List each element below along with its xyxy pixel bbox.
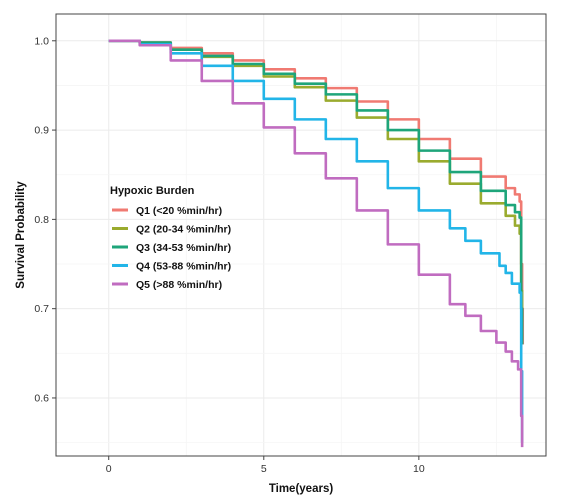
legend-label-q5: Q5 (>88 %min/hr) xyxy=(136,279,222,291)
legend-label-q2: Q2 (20-34 %min/hr) xyxy=(136,224,231,236)
y-tick-label: 0.7 xyxy=(34,303,49,315)
y-axis-title: Survival Probability xyxy=(15,181,27,289)
series-line-q3 xyxy=(108,39,524,345)
x-tick-label: 10 xyxy=(413,463,425,475)
y-tick-label: 0.6 xyxy=(34,392,49,404)
series-lines xyxy=(108,39,525,448)
axes: 0 5 10 0.6 0.7 0.8 0.9 1.0 xyxy=(34,35,424,475)
x-tick-label: 5 xyxy=(261,463,267,475)
legend-label-q3: Q3 (34-53 %min/hr) xyxy=(136,242,231,254)
series-line-q5 xyxy=(108,39,524,448)
x-tick-label: 0 xyxy=(106,463,112,475)
x-axis-title: Time(years) xyxy=(269,483,334,495)
y-tick-label: 0.9 xyxy=(34,125,49,137)
y-tick-label: 1.0 xyxy=(34,35,49,47)
legend-label-q4: Q4 (53-88 %min/hr) xyxy=(136,261,231,273)
legend-title: Hypoxic Burden xyxy=(110,185,195,197)
gridlines xyxy=(56,14,546,456)
legend: Hypoxic Burden Q1 (<20 %min/hr) Q2 (20-34… xyxy=(110,185,231,291)
y-tick-label: 0.8 xyxy=(34,214,49,226)
legend-label-q1: Q1 (<20 %min/hr) xyxy=(136,205,222,217)
plot-panel xyxy=(56,14,546,456)
plot-border xyxy=(55,13,547,457)
